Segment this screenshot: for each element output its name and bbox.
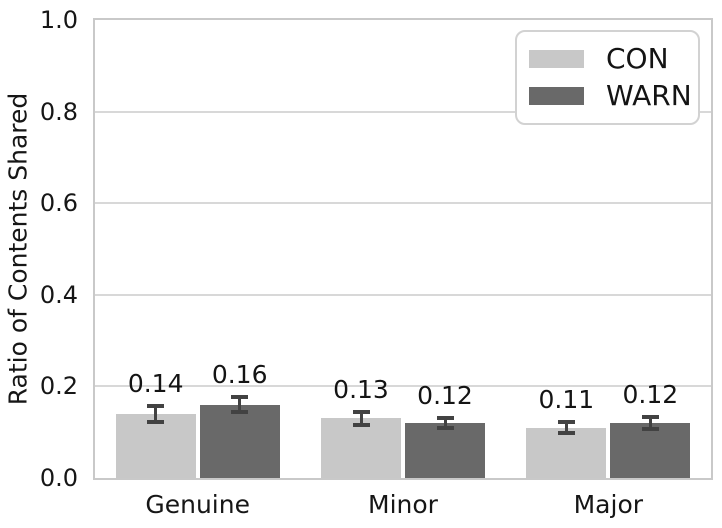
error-bar-genuine-con (147, 404, 165, 424)
legend: CON WARN (515, 30, 700, 125)
error-bar-major-con (557, 420, 575, 435)
bar-value-label-minor-warn: 0.12 (417, 380, 473, 410)
legend-label-warn: WARN (606, 79, 692, 112)
y-tick-label: 0.2 (39, 372, 78, 401)
legend-swatch-con (529, 50, 584, 68)
bar-minor-con (321, 418, 401, 478)
bar-major-warn (610, 423, 691, 478)
bar-value-label-major-con: 0.11 (538, 385, 595, 415)
bar-value-label-major-warn: 0.12 (622, 379, 679, 409)
error-bar-major-warn (641, 414, 659, 432)
y-tick-label: 0.6 (39, 189, 78, 218)
error-bar-genuine-warn (231, 395, 249, 415)
gridline (95, 385, 711, 388)
bar-value-label-minor-con: 0.13 (333, 374, 389, 404)
bar-value-label-genuine-con: 0.14 (127, 369, 184, 399)
y-tick-label: 1.0 (39, 6, 78, 34)
legend-item-warn: WARN (529, 82, 692, 110)
bar-major-con (526, 427, 607, 478)
bar-minor-warn (405, 423, 485, 478)
gridline (95, 110, 711, 113)
error-bar-minor-con (352, 409, 370, 428)
y-tick-label: 0.0 (39, 464, 78, 492)
y-tick-label: 0.8 (39, 97, 78, 126)
x-tick-label-major: Major (573, 490, 644, 519)
error-bar-minor-warn (436, 415, 454, 431)
legend-label-con: CON (606, 42, 669, 75)
x-tick-label-genuine: Genuine (145, 490, 250, 519)
gridline (95, 202, 711, 205)
y-tick-label: 0.4 (39, 280, 78, 309)
x-tick-label-minor: Minor (368, 490, 438, 519)
bar-genuine-con (115, 413, 196, 478)
legend-item-con: CON (529, 45, 686, 73)
legend-swatch-warn (529, 87, 584, 105)
gridline (95, 293, 711, 296)
y-axis-label: Ratio of Contents Shared (3, 92, 33, 406)
bar-genuine-warn (199, 404, 280, 478)
bar-value-label-genuine-warn: 0.16 (211, 360, 268, 390)
